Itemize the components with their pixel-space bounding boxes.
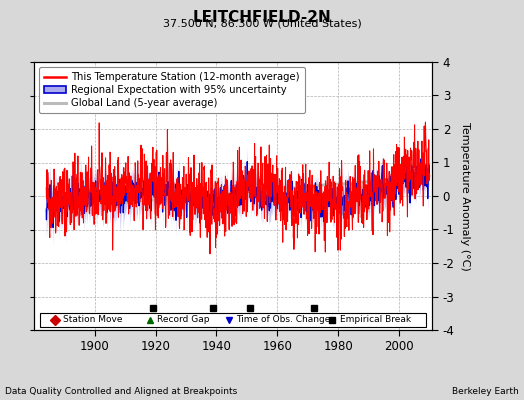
Text: Record Gap: Record Gap [157, 316, 210, 324]
Text: Station Move: Station Move [63, 316, 123, 324]
Text: Time of Obs. Change: Time of Obs. Change [236, 316, 331, 324]
Legend: This Temperature Station (12-month average), Regional Expectation with 95% uncer: This Temperature Station (12-month avera… [39, 67, 304, 113]
Text: LEITCHFIELD-2N: LEITCHFIELD-2N [193, 10, 331, 25]
Text: Data Quality Controlled and Aligned at Breakpoints: Data Quality Controlled and Aligned at B… [5, 387, 237, 396]
Y-axis label: Temperature Anomaly (°C): Temperature Anomaly (°C) [460, 122, 470, 270]
Text: Berkeley Earth: Berkeley Earth [452, 387, 519, 396]
Text: Empirical Break: Empirical Break [340, 316, 411, 324]
Text: 37.500 N, 86.300 W (United States): 37.500 N, 86.300 W (United States) [162, 18, 362, 28]
Bar [40, 312, 426, 327]
